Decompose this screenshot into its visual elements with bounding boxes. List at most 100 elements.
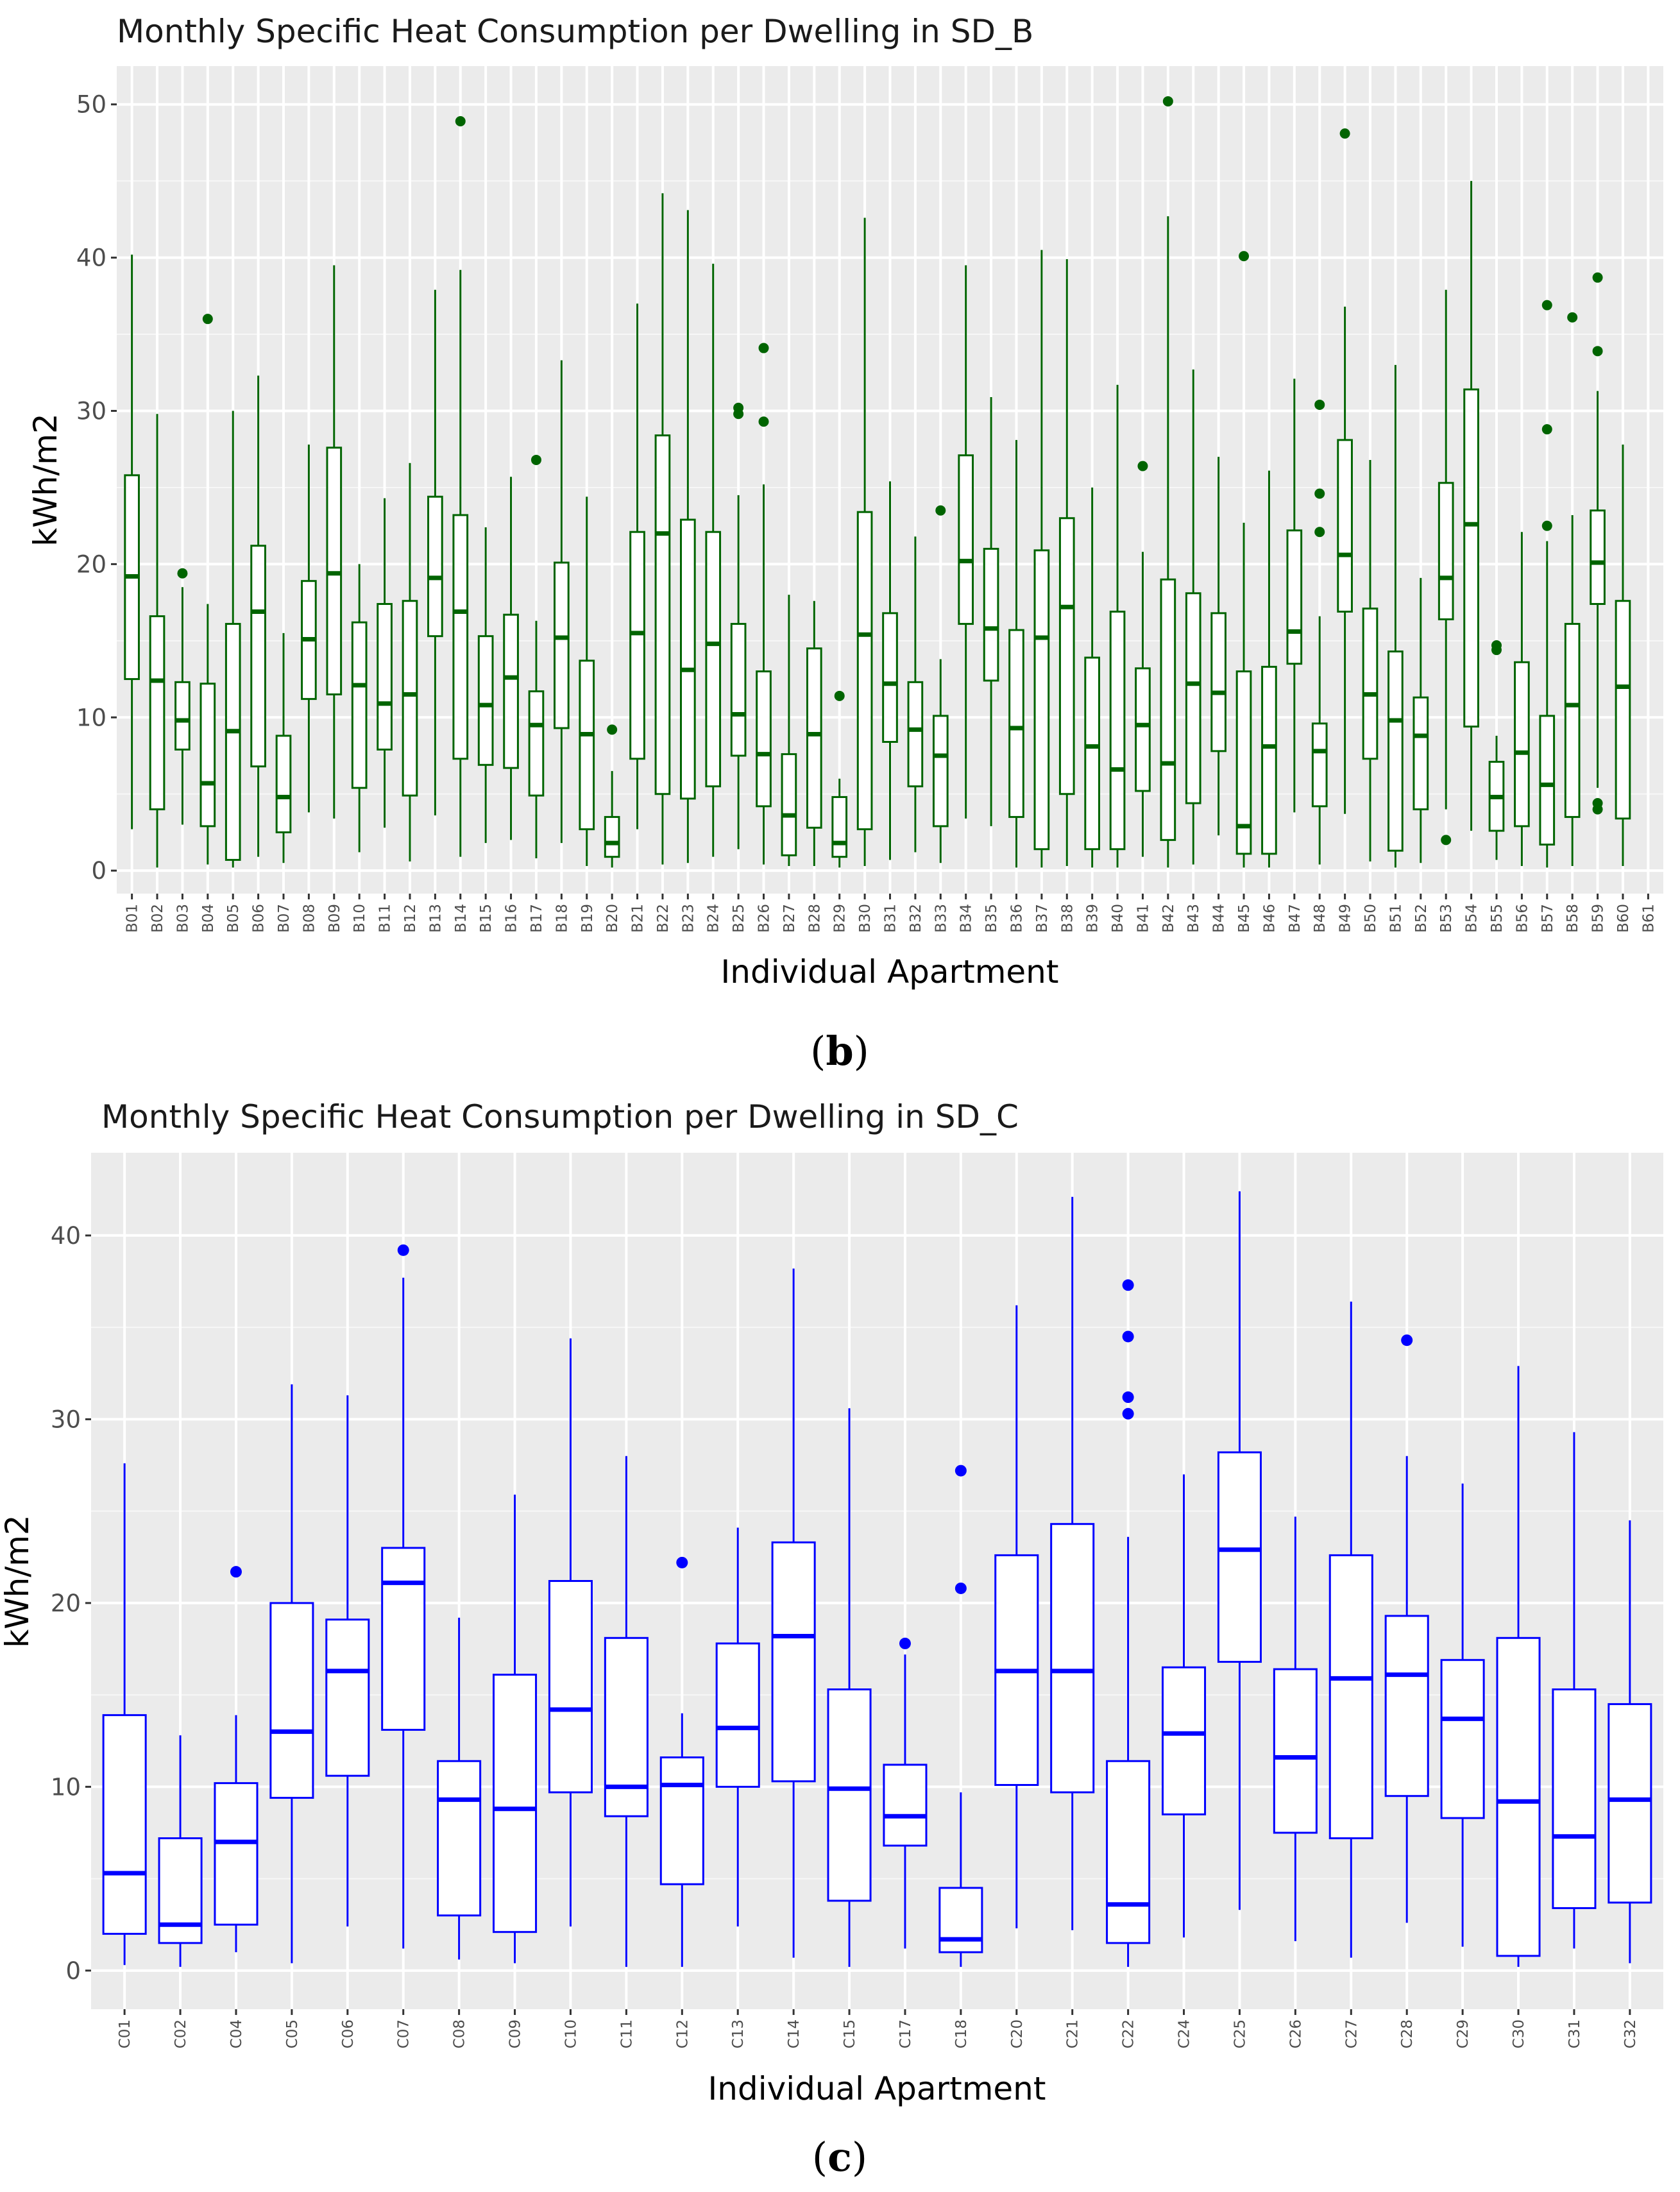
x-tick-label: C29 [1455, 2019, 1472, 2048]
outlier-point [1339, 128, 1350, 139]
iqr-box [250, 545, 266, 768]
y-tick-label: 10 [76, 704, 106, 731]
box-c04 [214, 1566, 259, 1953]
box-b54 [1463, 181, 1479, 831]
box-b17 [528, 454, 545, 859]
panel-label-c: (c) [812, 2134, 867, 2180]
outlier-point [397, 1244, 409, 1256]
iqr-box [932, 715, 949, 828]
outlier-point [1401, 1334, 1413, 1347]
box-b18 [554, 360, 570, 844]
iqr-box [827, 1688, 872, 1902]
box-c09 [493, 1494, 538, 1964]
panel-label-b-close: ) [854, 1028, 869, 1075]
outlier-point [1122, 1391, 1134, 1404]
outlier-point [202, 314, 213, 325]
x-tick-label: B47 [1287, 904, 1303, 933]
x-tick-label: C14 [786, 2019, 802, 2048]
iqr-box [1106, 1760, 1151, 1944]
x-tick-label: B37 [1034, 904, 1051, 933]
x-tick-label: B42 [1160, 904, 1177, 933]
box-b36 [1008, 439, 1024, 868]
chart-c-x-axis-title: Individual Apartment [708, 2070, 1046, 2107]
box-b01 [124, 254, 140, 829]
x-tick-label: B54 [1464, 904, 1481, 933]
outlier-point [955, 1465, 967, 1477]
outlier-point [1122, 1279, 1134, 1291]
x-tick-label: B38 [1059, 904, 1076, 933]
iqr-box [1564, 623, 1581, 819]
box-b05 [225, 411, 241, 868]
iqr-box [1496, 1636, 1541, 1957]
outlier-point [758, 416, 769, 427]
outlier-point [1314, 527, 1325, 538]
y-tick-label: 30 [51, 1406, 81, 1433]
x-tick-label: C31 [1566, 2019, 1583, 2048]
x-tick-label: B39 [1085, 904, 1101, 933]
box-c15 [827, 1408, 872, 1967]
iqr-box [654, 434, 671, 795]
y-tick-label: 10 [51, 1773, 81, 1801]
chart-c-y-axis-title: kWh/m2 [0, 1515, 36, 1647]
box-c17 [883, 1637, 928, 1949]
x-tick-label: B24 [706, 904, 722, 933]
x-tick-label: C07 [396, 2019, 412, 2048]
x-tick-label: C02 [173, 2019, 189, 2048]
iqr-box [326, 446, 343, 695]
iqr-box [629, 531, 645, 760]
x-tick-label: B34 [958, 904, 975, 933]
iqr-box [503, 613, 519, 769]
iqr-box [1050, 1523, 1095, 1794]
x-tick-label: C18 [953, 2019, 970, 2048]
box-c27 [1328, 1302, 1373, 1958]
x-tick-label: B48 [1312, 904, 1328, 933]
chart-sd-c: Monthly Specific Heat Consumption per Dw… [0, 1098, 1663, 2107]
iqr-box [659, 1756, 704, 1885]
outlier-point [955, 1582, 967, 1594]
box-b48 [1311, 399, 1328, 865]
iqr-box [1463, 388, 1479, 728]
x-tick-label: B12 [402, 904, 419, 933]
chart-c-y-axis: 0 10 20 30 40 [51, 1222, 91, 1985]
chart-b-y-axis-title: kWh/m2 [27, 413, 64, 546]
x-tick-label: B31 [883, 904, 899, 933]
box-b29 [831, 690, 848, 868]
x-tick-label: B61 [1640, 904, 1657, 933]
x-tick-label: C10 [563, 2019, 579, 2048]
box-b42 [1160, 96, 1176, 868]
iqr-box [1109, 610, 1126, 851]
x-tick-label: C24 [1176, 2019, 1193, 2048]
x-tick-label: B07 [276, 904, 293, 933]
iqr-box [680, 518, 696, 800]
x-tick-label: B17 [529, 904, 545, 933]
x-tick-label: C05 [284, 2019, 301, 2048]
box-c30 [1496, 1366, 1541, 1967]
x-tick-label: B08 [301, 904, 318, 933]
x-tick-label: C12 [674, 2019, 691, 2048]
iqr-box [1539, 715, 1556, 846]
chart-b-x-axis: B01 B02 B03 B04 B05 B06 B07 B08 B09 B10 B11 B12 B13 B… [124, 894, 1657, 933]
iqr-box [225, 623, 241, 861]
box-b43 [1185, 370, 1201, 865]
iqr-box [381, 1547, 426, 1731]
box-b24 [705, 264, 722, 857]
outlier-point [834, 690, 845, 701]
iqr-box [402, 600, 418, 797]
outlier-point [1314, 399, 1325, 410]
box-c31 [1552, 1432, 1597, 1949]
box-c18 [938, 1465, 983, 1967]
iqr-box [493, 1674, 538, 1933]
iqr-box [554, 561, 570, 729]
x-tick-label: B06 [251, 904, 267, 933]
chart-b-y-axis: 0 10 20 30 40 50 [76, 91, 117, 885]
outlier-point [177, 568, 188, 579]
x-tick-label: B29 [832, 904, 849, 933]
x-tick-label: B35 [983, 904, 1000, 933]
outlier-point [758, 343, 769, 353]
box-c12 [659, 1556, 704, 1967]
box-b37 [1033, 250, 1050, 868]
y-tick-label: 40 [76, 244, 106, 272]
iqr-box [1413, 696, 1429, 811]
box-c07 [381, 1244, 426, 1949]
